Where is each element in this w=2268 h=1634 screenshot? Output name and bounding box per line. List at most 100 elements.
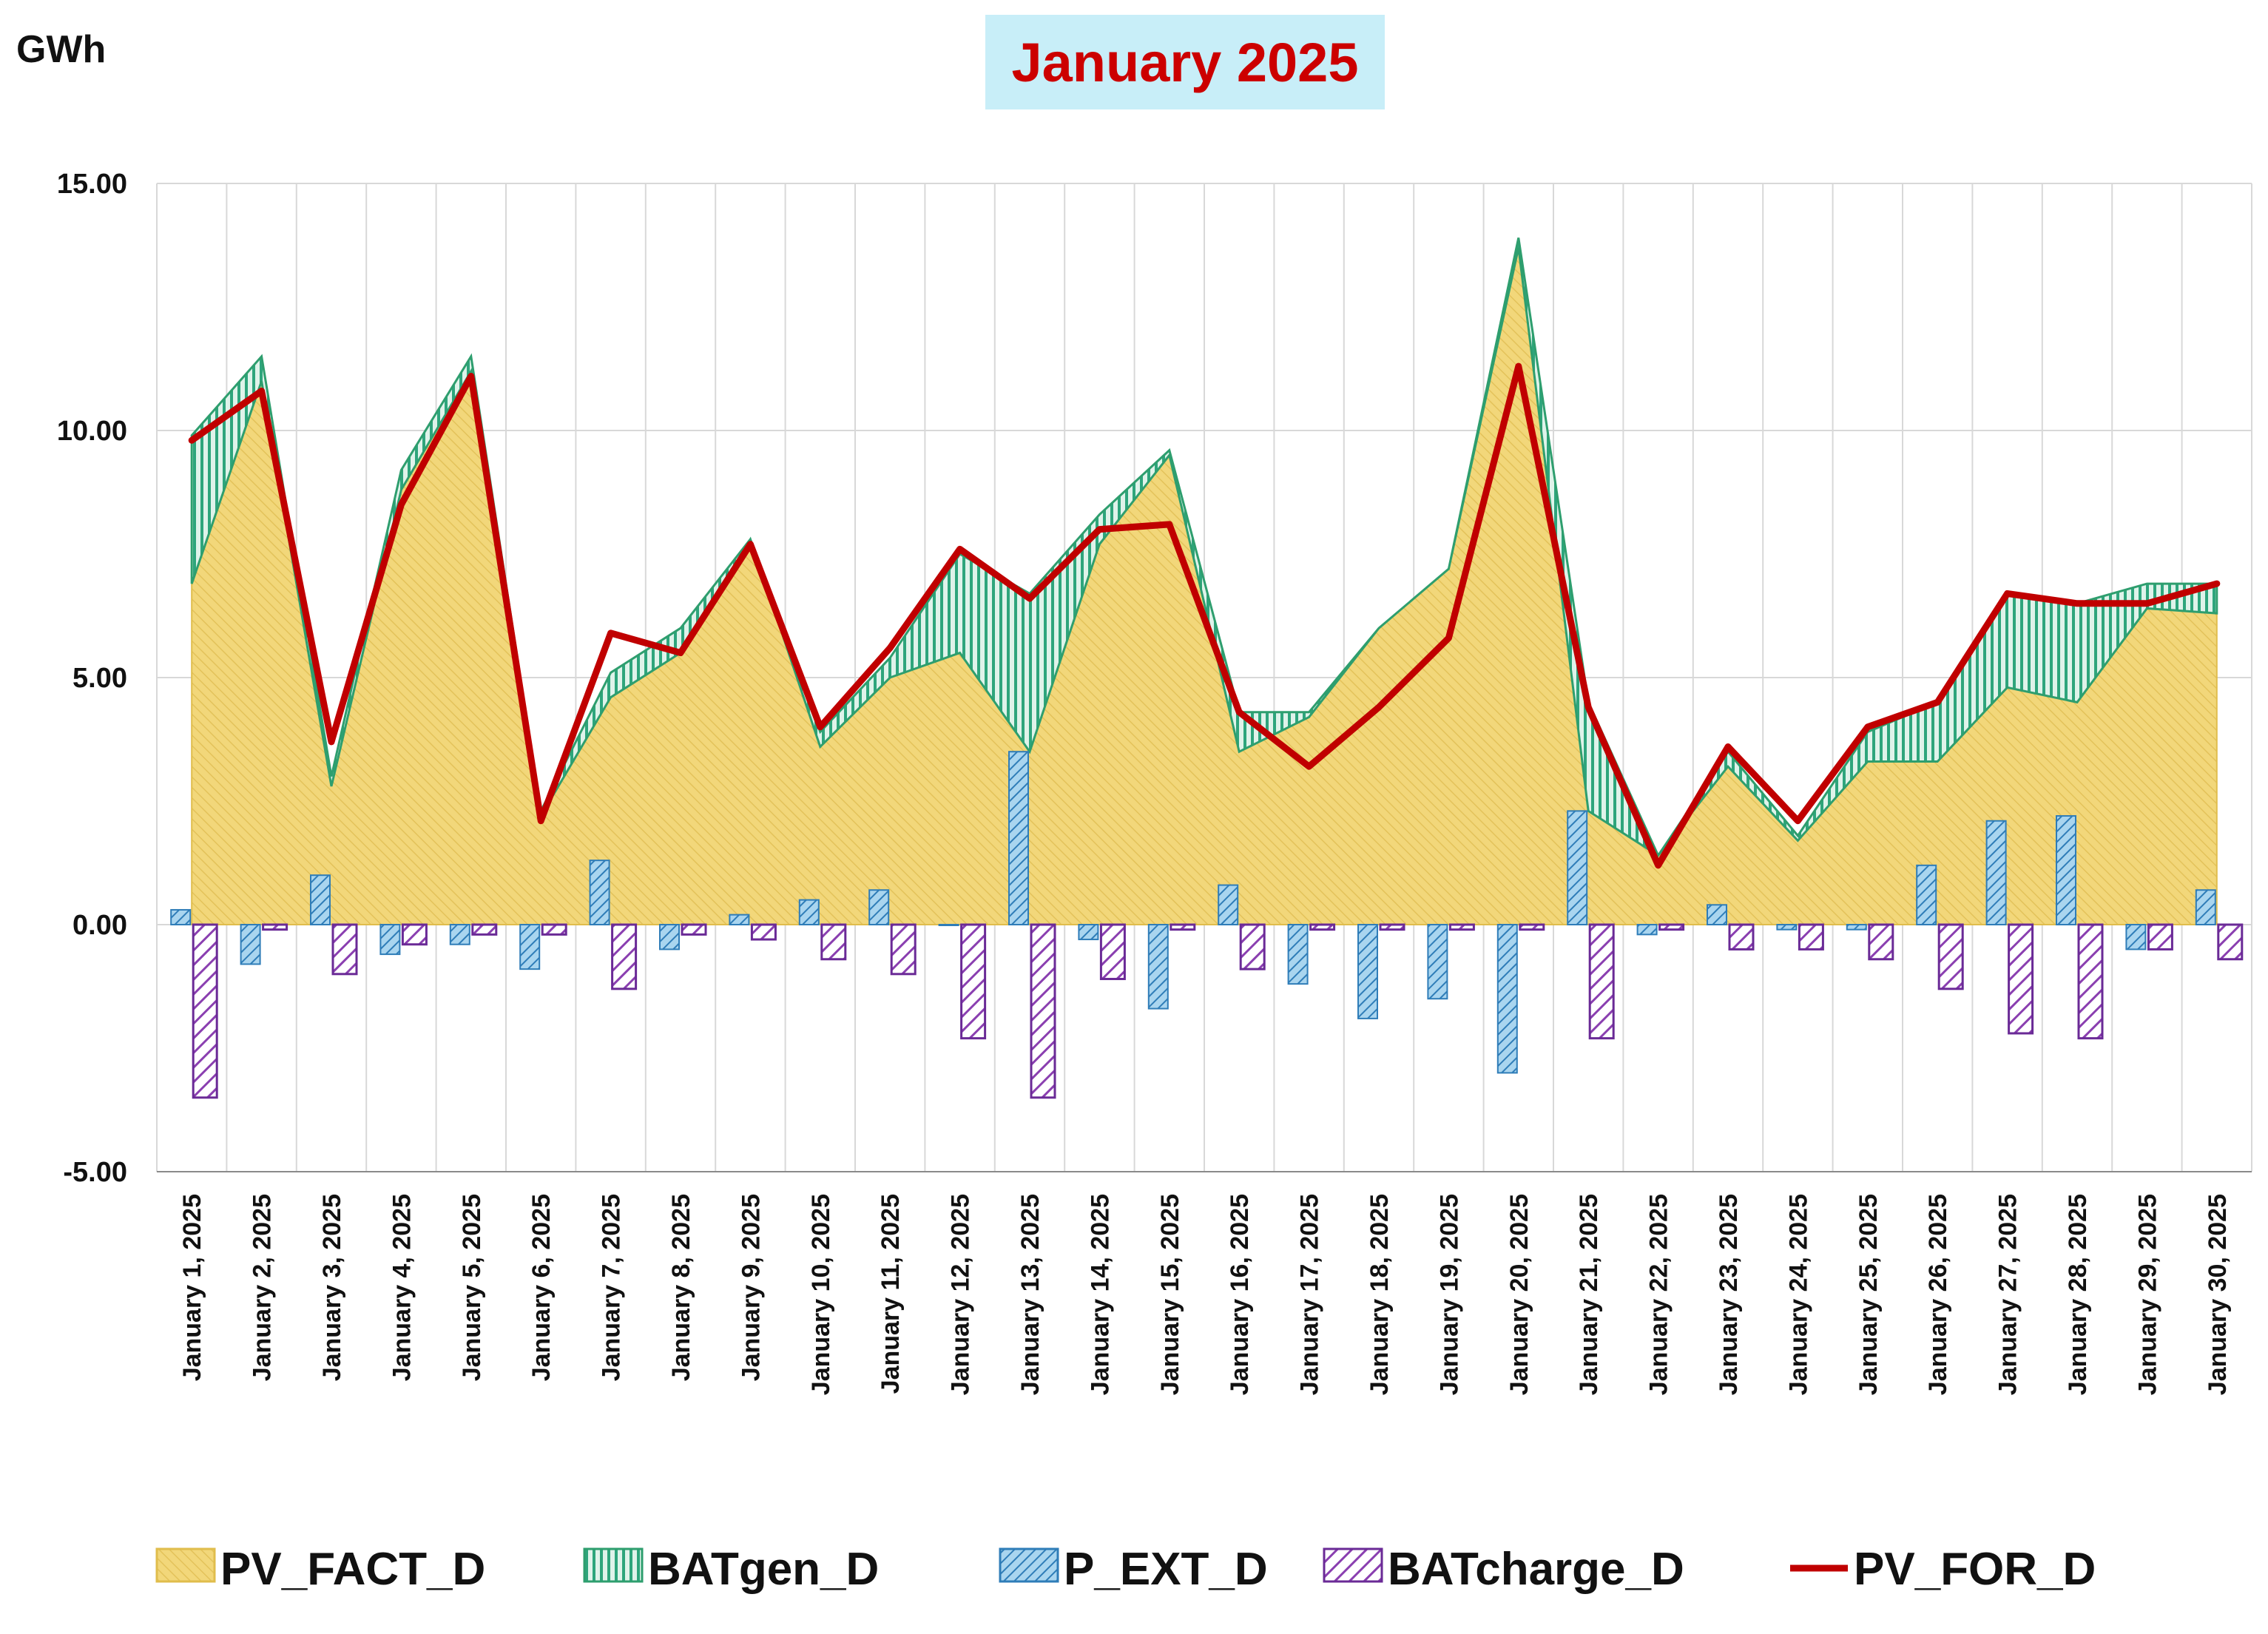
- legend-label: BATcharge_D: [1388, 1544, 1684, 1595]
- bar-batcharge-d: [262, 923, 288, 931]
- bar-batcharge-d: [541, 923, 567, 936]
- bar-batcharge-d: [471, 923, 498, 936]
- y-unit-label: GWh: [16, 28, 106, 71]
- bar-p-ext-d: [1567, 810, 1588, 925]
- bar-batcharge-d: [1170, 923, 1196, 931]
- bar-batcharge-d: [2077, 923, 2104, 1040]
- x-tick-label: January 1, 2025: [178, 1194, 206, 1381]
- bar-p-ext-d: [170, 908, 192, 925]
- x-tick-label: January 11, 2025: [877, 1194, 905, 1394]
- green-vertical-hatched-swatch: [583, 1547, 644, 1583]
- y-tick-label: 5.00: [72, 663, 127, 694]
- title-background: [985, 15, 1385, 109]
- y-tick-label: 0.00: [72, 910, 127, 941]
- legend-item: BATcharge_D: [1323, 1544, 1684, 1595]
- title-text: January 2025: [1011, 32, 1358, 93]
- bar-p-ext-d: [589, 860, 610, 926]
- bar-batcharge-d: [1030, 923, 1056, 1099]
- x-tick-label: January 5, 2025: [458, 1194, 486, 1381]
- x-tick-label: January 26, 2025: [1924, 1194, 1952, 1395]
- x-tick-label: January 22, 2025: [1645, 1194, 1673, 1395]
- bar-p-ext-d: [1357, 924, 1378, 1019]
- bar-p-ext-d: [1147, 924, 1169, 1010]
- bar-p-ext-d: [868, 889, 890, 925]
- bar-p-ext-d: [1916, 864, 1937, 925]
- line-series: [188, 362, 2221, 869]
- bar-p-ext-d: [519, 924, 541, 970]
- y-axis: 15.00 10.00 5.00 0.00 -5.00: [57, 169, 127, 1188]
- bar-p-ext-d: [1846, 924, 1867, 931]
- bar-batcharge-d: [1099, 923, 1126, 980]
- bar-p-ext-d: [2195, 889, 2216, 925]
- x-tick-label: January 13, 2025: [1016, 1194, 1044, 1395]
- bar-p-ext-d: [729, 914, 750, 926]
- x-tick-label: January 20, 2025: [1505, 1194, 1533, 1395]
- bar-batcharge-d: [2147, 923, 2173, 951]
- bar-batcharge-d: [611, 923, 638, 990]
- line-pv-for-d: [188, 362, 2221, 869]
- legend: PV_FACT_D BATgen_D P_EXT_D BATcharge_D PV_FO…: [155, 1544, 2096, 1595]
- x-tick-label: January 4, 2025: [388, 1194, 416, 1381]
- bar-batcharge-d: [1239, 923, 1266, 970]
- bar-batcharge-d: [1937, 923, 1964, 990]
- bar-batcharge-d: [820, 923, 847, 961]
- bar-batcharge-d: [890, 923, 917, 976]
- x-tick-label: January 10, 2025: [807, 1194, 835, 1395]
- bar-p-ext-d: [449, 924, 470, 945]
- bar-p-ext-d: [798, 899, 820, 925]
- legend-item: PV_FOR_D: [1790, 1544, 2096, 1595]
- x-tick-label: January 29, 2025: [2133, 1194, 2161, 1395]
- bar-batcharge-d: [1728, 923, 1755, 951]
- bar-batcharge-d: [1588, 923, 1615, 1040]
- y-tick-label: 15.00: [57, 169, 127, 200]
- bar-p-ext-d: [1985, 820, 2007, 925]
- area-batgen-d: [190, 237, 2218, 858]
- x-tick-label: January 14, 2025: [1086, 1194, 1114, 1395]
- x-tick-label: January 7, 2025: [598, 1194, 626, 1381]
- bar-p-ext-d: [1218, 884, 1239, 926]
- bar-batcharge-d: [331, 923, 358, 976]
- x-tick-label: January 21, 2025: [1575, 1194, 1603, 1395]
- x-tick-label: January 8, 2025: [667, 1194, 695, 1381]
- bar-batcharge-d: [2217, 923, 2244, 961]
- y-tick-label: -5.00: [63, 1157, 127, 1188]
- x-tick-label: January 12, 2025: [947, 1194, 975, 1395]
- legend-label: PV_FOR_D: [1854, 1544, 2096, 1595]
- bar-batcharge-d: [1658, 923, 1685, 931]
- legend-label: PV_FACT_D: [220, 1544, 485, 1595]
- bar-p-ext-d: [310, 874, 331, 925]
- x-tick-label: January 2, 2025: [249, 1194, 277, 1381]
- bar-batcharge-d: [1309, 923, 1336, 931]
- x-tick-label: January 27, 2025: [1994, 1194, 2022, 1395]
- legend-item: BATgen_D: [583, 1544, 879, 1595]
- x-tick-label: January 3, 2025: [318, 1194, 346, 1381]
- legend-item: PV_FACT_D: [155, 1544, 485, 1595]
- legend-label: P_EXT_D: [1064, 1544, 1268, 1595]
- bar-batcharge-d: [1448, 923, 1475, 931]
- x-tick-label: January 9, 2025: [737, 1194, 765, 1381]
- bar-p-ext-d: [1636, 924, 1658, 936]
- bar-batcharge-d: [1519, 923, 1545, 931]
- bar-p-ext-d: [1707, 904, 1727, 926]
- bar-p-ext-d: [2125, 924, 2147, 951]
- bar-p-ext-d: [1078, 924, 1099, 941]
- bar-p-ext-d: [1496, 924, 1518, 1074]
- bar-batcharge-d: [2008, 923, 2034, 1035]
- bar-p-ext-d: [240, 924, 261, 965]
- x-tick-label: January 17, 2025: [1296, 1194, 1324, 1395]
- legend-item: P_EXT_D: [999, 1544, 1268, 1595]
- bar-p-ext-d: [1008, 751, 1029, 926]
- blue-hatched-bar-swatch: [999, 1547, 1059, 1583]
- x-tick-label: January 24, 2025: [1784, 1194, 1812, 1395]
- bar-p-ext-d: [1427, 924, 1448, 1000]
- x-tick-label: January 19, 2025: [1435, 1194, 1463, 1395]
- x-axis: January 1, 2025 January 2, 2025 January 3,…: [157, 1171, 2252, 1395]
- bar-series: [170, 751, 2244, 1099]
- bar-batcharge-d: [960, 923, 987, 1040]
- x-tick-label: January 15, 2025: [1156, 1194, 1184, 1395]
- bar-p-ext-d: [1287, 924, 1309, 985]
- purple-hatched-bar-swatch: [1323, 1547, 1383, 1583]
- bar-batcharge-d: [1379, 923, 1405, 931]
